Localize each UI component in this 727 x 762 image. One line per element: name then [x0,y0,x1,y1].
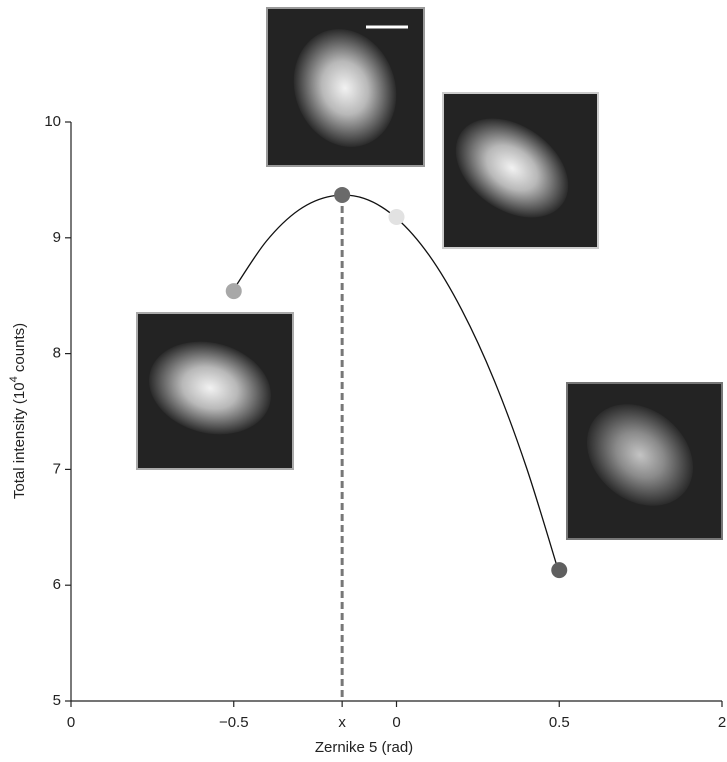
y-label-part: Total intensity (10 [11,382,28,499]
y-tick-label: 7 [53,460,61,477]
y-tick-label: 6 [53,576,61,593]
point [334,187,350,203]
point [389,209,405,225]
y-label-part: counts) [11,323,28,376]
y-tick-label: 10 [44,113,61,130]
x-tick-label: 0.5 [549,714,570,731]
x-tick-label: x [338,714,346,731]
point [226,283,242,299]
psf-image [137,313,293,469]
y-tick-label: 8 [53,345,61,362]
psf-image [567,383,722,539]
x-tick-label: 0 [67,714,75,731]
point [551,562,567,578]
y-axis-label: Total intensity (104 counts) [8,323,28,499]
chart: Zernike 5 (rad) Total intensity (104 cou… [0,0,727,762]
x-tick-label: 0 [392,714,400,731]
psf-image [437,93,598,248]
psf-image [267,8,424,166]
y-tick-label: 9 [53,229,61,246]
x-axis-label: Zernike 5 (rad) [315,739,413,756]
x-tick-label: −0.5 [219,714,249,731]
x-tick-label: 2 [718,714,726,731]
y-tick-label: 5 [53,692,61,709]
